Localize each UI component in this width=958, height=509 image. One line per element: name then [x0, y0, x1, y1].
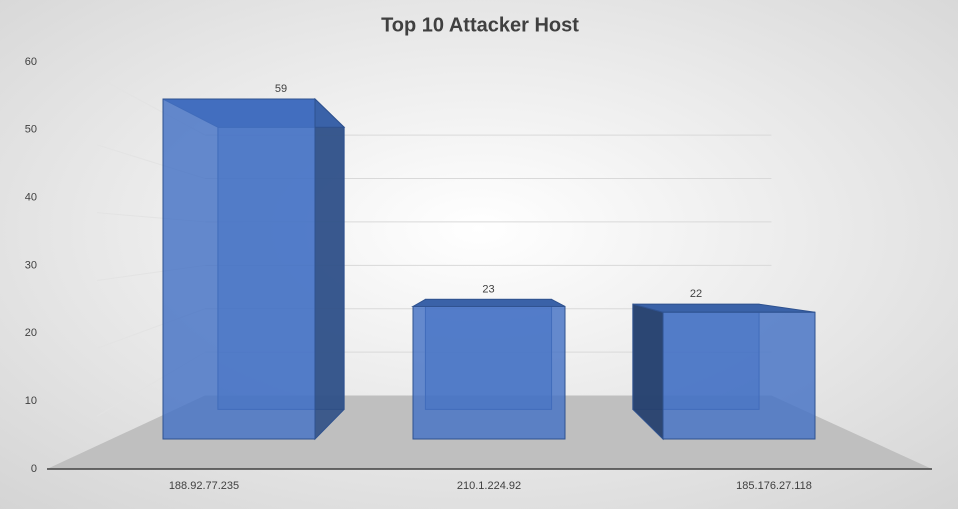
bar [412, 305, 566, 440]
y-tick-label: 20 [25, 327, 37, 339]
chart-title: Top 10 Attacker Host [381, 14, 579, 36]
y-tick-label: 0 [31, 463, 37, 475]
y-tick-label: 40 [25, 192, 37, 204]
x-tick-label: 188.92.77.235 [169, 480, 239, 492]
y-tick-label: 50 [25, 124, 37, 136]
bar [162, 98, 316, 440]
y-tick-label: 10 [25, 395, 37, 407]
y-tick-label: 60 [25, 56, 37, 68]
value-label: 23 [482, 283, 494, 295]
bar-side [314, 97, 345, 441]
bar [662, 311, 816, 440]
x-tick-label: 185.176.27.118 [736, 480, 812, 492]
y-tick-label: 30 [25, 259, 37, 271]
bar-top [411, 298, 566, 307]
value-label: 59 [275, 83, 287, 95]
value-label: 22 [690, 288, 702, 300]
x-tick-label: 210.1.224.92 [457, 480, 521, 492]
